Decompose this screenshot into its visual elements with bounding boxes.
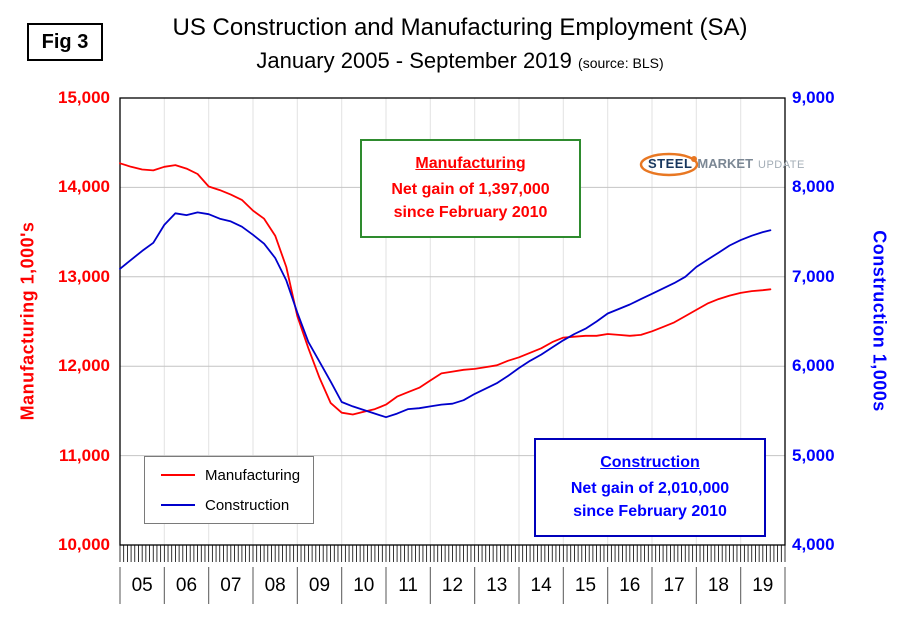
x-axis-year-label: 11 bbox=[398, 574, 418, 596]
logo-word-market: MARKET bbox=[697, 156, 754, 171]
manufacturing-annotation-line1: Net gain of 1,397,000 bbox=[391, 181, 550, 199]
legend-label-manufacturing: Manufacturing bbox=[205, 466, 301, 484]
manufacturing-annotation-line2: since February 2010 bbox=[393, 204, 548, 222]
manufacturing-line-swatch-icon bbox=[161, 474, 195, 476]
construction-line-swatch-icon bbox=[161, 504, 195, 506]
source-note: (source: BLS) bbox=[578, 55, 664, 71]
y-axis-right-tick-label: 7,000 bbox=[792, 267, 835, 286]
y-axis-left-tick-label: 15,000 bbox=[58, 88, 110, 107]
construction-annotation-box: Construction Net gain of 2,010,000 since… bbox=[534, 438, 766, 537]
y-axis-right-tick-label: 5,000 bbox=[792, 446, 835, 465]
subtitle-range: January 2005 - September 2019 bbox=[256, 48, 572, 73]
manufacturing-annotation-box: Manufacturing Net gain of 1,397,000 sinc… bbox=[360, 139, 581, 238]
y-axis-right-tick-label: 4,000 bbox=[792, 535, 835, 554]
x-axis-year-label: 19 bbox=[752, 574, 774, 596]
logo-swoosh-icon bbox=[639, 152, 699, 177]
x-axis-year-label: 13 bbox=[486, 574, 508, 596]
construction-annotation-line2: since February 2010 bbox=[573, 503, 727, 521]
legend-item-construction: Construction bbox=[161, 497, 313, 514]
x-axis-year-label: 07 bbox=[220, 574, 242, 596]
y-axis-left-tick-label: 10,000 bbox=[58, 535, 110, 554]
series-line-construction bbox=[119, 211, 772, 419]
legend-label-construction: Construction bbox=[205, 496, 290, 514]
x-axis-year-label: 16 bbox=[619, 574, 641, 596]
x-axis-year-label: 08 bbox=[264, 574, 286, 596]
x-axis-year-label: 06 bbox=[175, 574, 198, 596]
steel-market-update-logo: STEEL MARKET UPDATE bbox=[639, 152, 805, 177]
y-axis-left-tick-label: 11,000 bbox=[58, 446, 110, 465]
manufacturing-annotation-title: Manufacturing bbox=[415, 155, 526, 172]
y-axis-right-title: Construction 1,000s bbox=[869, 230, 890, 412]
legend-box: Manufacturing Construction bbox=[144, 456, 314, 524]
y-axis-right-tick-label: 6,000 bbox=[792, 356, 835, 375]
x-axis-labels: 05 06 07 08 09 10 11 12 13 14 15 16 17 18 19 bbox=[120, 567, 785, 604]
logo-word-steel: STEEL bbox=[648, 156, 693, 171]
x-axis-year-label: 09 bbox=[308, 574, 331, 596]
x-axis-year-label: 12 bbox=[441, 574, 464, 596]
x-axis-year-label: 18 bbox=[707, 574, 729, 596]
x-axis-year-label: 15 bbox=[574, 574, 597, 596]
y-axis-right-tick-label: 9,000 bbox=[792, 88, 835, 107]
chart-title: US Construction and Manufacturing Employ… bbox=[172, 14, 748, 41]
x-axis-year-label: 10 bbox=[353, 574, 375, 596]
y-axis-left-tick-label: 12,000 bbox=[58, 356, 110, 375]
construction-annotation-title: Construction bbox=[600, 454, 700, 471]
x-axis-year-label: 17 bbox=[663, 574, 685, 596]
x-axis-year-label: 14 bbox=[530, 574, 552, 596]
legend-item-manufacturing: Manufacturing bbox=[161, 467, 313, 484]
series-line-manufacturing bbox=[119, 162, 772, 416]
y-axis-right-tick-label: 8,000 bbox=[792, 177, 835, 196]
y-axis-left-tick-labels: 15,000 14,000 13,000 12,000 11,000 10,000 bbox=[35, 0, 110, 622]
chart-subtitle: January 2005 - September 2019 (source: B… bbox=[105, 48, 815, 74]
y-axis-right-tick-labels: 9,000 8,000 7,000 6,000 5,000 4,000 bbox=[792, 0, 867, 622]
construction-annotation-line1: Net gain of 2,010,000 bbox=[570, 480, 730, 498]
y-axis-left-tick-label: 13,000 bbox=[58, 267, 110, 286]
logo-word-update: UPDATE bbox=[758, 159, 805, 171]
figure-number-box: Fig 3 bbox=[27, 23, 103, 61]
x-axis-year-label: 05 bbox=[131, 574, 153, 596]
y-axis-left-tick-label: 14,000 bbox=[58, 177, 110, 196]
